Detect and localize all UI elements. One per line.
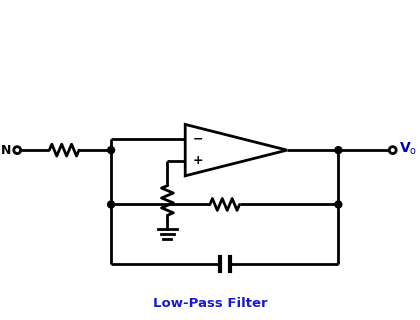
Circle shape bbox=[108, 201, 115, 208]
Circle shape bbox=[108, 147, 115, 154]
Text: Low-Pass Filter: Low-Pass Filter bbox=[152, 297, 267, 310]
Text: V$_\mathsf{o}$: V$_\mathsf{o}$ bbox=[399, 141, 417, 157]
Circle shape bbox=[335, 147, 342, 154]
Text: +: + bbox=[193, 155, 203, 167]
Circle shape bbox=[335, 201, 342, 208]
Circle shape bbox=[389, 147, 396, 154]
Text: N: N bbox=[1, 144, 11, 156]
Text: −: − bbox=[193, 132, 203, 145]
Circle shape bbox=[14, 147, 21, 154]
